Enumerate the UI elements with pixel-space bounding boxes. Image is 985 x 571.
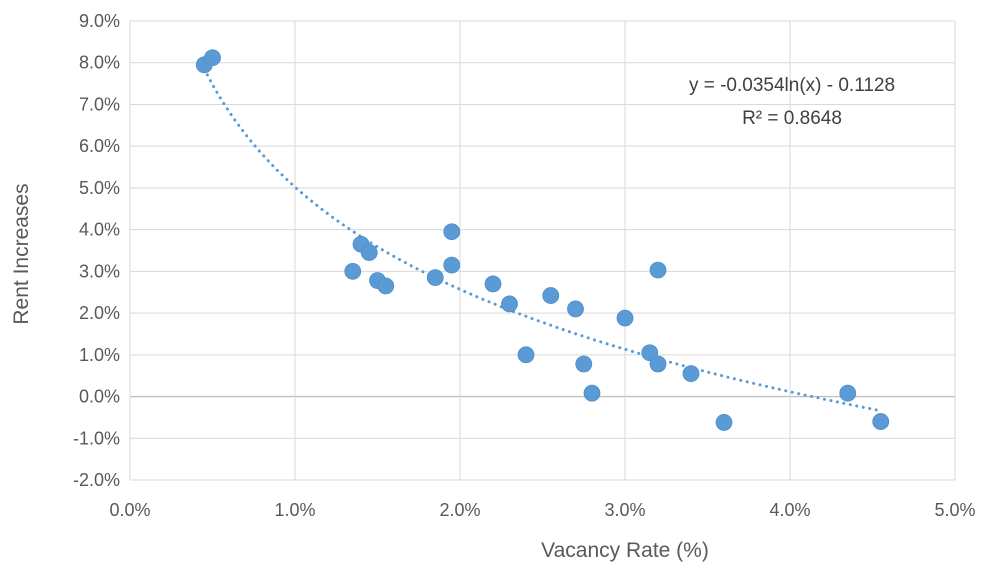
y-tick-label: 2.0% (79, 303, 120, 323)
data-point (360, 244, 378, 261)
y-tick-label: 0.0% (79, 387, 120, 407)
data-points (195, 49, 890, 431)
data-point (542, 287, 560, 304)
x-tick-label: 2.0% (439, 500, 480, 520)
y-tick-label: 6.0% (79, 136, 120, 156)
tick-labels: -2.0% -1.0% 0.0% 1.0% 2.0% 3.0% 4.0% 5.0% 6.0% 7.… (73, 11, 976, 520)
y-tick-label: -1.0% (73, 428, 120, 448)
x-tick-label: 3.0% (604, 500, 645, 520)
data-point (715, 414, 733, 431)
x-tick-label: 4.0% (769, 500, 810, 520)
y-tick-label: 3.0% (79, 261, 120, 281)
data-point (682, 365, 700, 382)
data-point (344, 262, 362, 280)
y-tick-label: 5.0% (79, 178, 120, 198)
y-tick-label: 7.0% (79, 94, 120, 114)
data-point (204, 49, 221, 67)
data-point (616, 309, 634, 327)
gridlines (129, 20, 956, 481)
y-tick-label: 4.0% (79, 220, 120, 240)
y-tick-label: -2.0% (73, 470, 120, 490)
data-point (426, 269, 444, 287)
data-point (583, 384, 601, 402)
data-point (567, 300, 584, 318)
data-point (443, 256, 461, 274)
x-axis-title: Vacancy Rate (%) (541, 539, 709, 562)
data-point (649, 261, 667, 279)
data-point (872, 413, 890, 430)
data-point (443, 223, 461, 241)
data-point (484, 275, 502, 293)
trendline-equation: y = -0.0354ln(x) - 0.1128 (689, 75, 895, 96)
y-axis-title: Rent Increases (10, 183, 33, 324)
trendline-path (202, 67, 883, 413)
x-tick-label: 5.0% (934, 500, 975, 520)
data-point (377, 277, 395, 295)
x-tick-label: 0.0% (109, 500, 150, 520)
y-tick-label: 8.0% (79, 53, 120, 73)
y-tick-label: 9.0% (79, 11, 120, 31)
data-point (517, 346, 535, 364)
x-tick-label: 1.0% (274, 500, 315, 520)
data-point (641, 344, 659, 362)
trendline (202, 67, 883, 413)
data-point (839, 384, 857, 402)
data-point (575, 355, 593, 373)
y-tick-label: 1.0% (79, 345, 120, 365)
data-point (649, 355, 667, 373)
data-point (501, 295, 518, 313)
trendline-r-squared: R² = 0.8648 (742, 108, 842, 129)
